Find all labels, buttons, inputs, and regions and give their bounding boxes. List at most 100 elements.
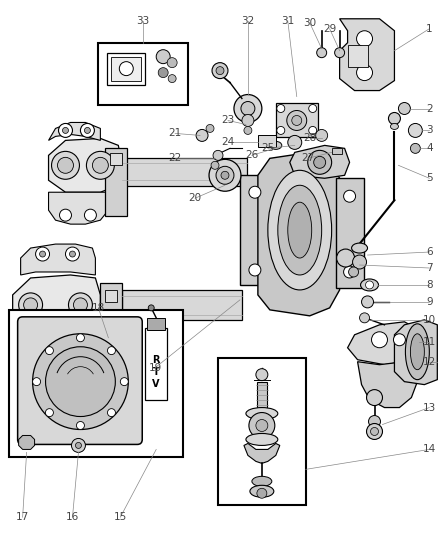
Circle shape	[168, 75, 176, 83]
Bar	[107, 53, 145, 85]
Circle shape	[286, 110, 306, 131]
Circle shape	[241, 115, 253, 126]
Circle shape	[80, 124, 94, 138]
Circle shape	[371, 332, 387, 348]
Circle shape	[398, 102, 410, 115]
Circle shape	[68, 293, 92, 317]
Circle shape	[315, 130, 327, 141]
Polygon shape	[289, 146, 349, 178]
Text: 29: 29	[322, 24, 336, 34]
Circle shape	[167, 58, 177, 68]
Bar	[111, 56, 141, 80]
Circle shape	[256, 488, 266, 498]
Text: 24: 24	[221, 138, 234, 148]
Ellipse shape	[245, 408, 277, 419]
Circle shape	[255, 419, 267, 432]
Circle shape	[392, 334, 404, 346]
Circle shape	[62, 127, 68, 133]
Text: 3: 3	[425, 125, 432, 135]
Bar	[105, 290, 117, 302]
Ellipse shape	[389, 124, 398, 130]
Text: 12: 12	[422, 357, 435, 367]
Circle shape	[248, 413, 274, 439]
FancyBboxPatch shape	[18, 317, 142, 445]
Circle shape	[352, 255, 366, 269]
Circle shape	[307, 150, 331, 174]
Text: 4: 4	[425, 143, 432, 154]
Circle shape	[212, 63, 227, 78]
Circle shape	[276, 104, 284, 112]
Text: 31: 31	[280, 16, 294, 26]
Circle shape	[34, 347, 47, 361]
Circle shape	[32, 378, 40, 385]
Ellipse shape	[251, 477, 271, 486]
Circle shape	[86, 151, 114, 179]
Bar	[100, 283, 122, 345]
Circle shape	[32, 334, 128, 430]
Text: 15: 15	[113, 512, 127, 522]
Circle shape	[24, 298, 38, 312]
Circle shape	[212, 150, 223, 160]
Ellipse shape	[249, 486, 273, 497]
Circle shape	[211, 161, 219, 169]
Text: 25: 25	[261, 143, 274, 154]
Circle shape	[240, 101, 254, 116]
Circle shape	[39, 251, 46, 257]
Text: 19: 19	[148, 362, 162, 373]
Polygon shape	[357, 362, 417, 408]
Polygon shape	[13, 275, 100, 335]
Text: 1: 1	[425, 24, 432, 34]
Circle shape	[407, 124, 421, 138]
Circle shape	[57, 157, 73, 173]
Circle shape	[107, 409, 115, 417]
Circle shape	[348, 267, 358, 277]
Text: V: V	[152, 378, 159, 389]
Circle shape	[359, 313, 369, 323]
Text: R: R	[152, 354, 159, 365]
Bar	[147, 318, 165, 330]
Circle shape	[46, 347, 115, 416]
Circle shape	[255, 369, 267, 381]
Text: 10: 10	[422, 315, 435, 325]
Circle shape	[120, 378, 128, 385]
Circle shape	[370, 427, 378, 435]
Text: 21: 21	[168, 128, 181, 139]
Text: 27: 27	[300, 154, 314, 163]
Text: 30: 30	[303, 18, 315, 28]
Text: 26: 26	[245, 150, 258, 160]
Circle shape	[343, 190, 355, 202]
Bar	[275, 102, 317, 138]
Bar	[122, 290, 241, 320]
Ellipse shape	[360, 279, 378, 291]
Polygon shape	[49, 192, 108, 224]
Polygon shape	[347, 322, 418, 365]
Circle shape	[84, 209, 96, 221]
Bar	[105, 148, 127, 216]
Circle shape	[343, 266, 355, 278]
Circle shape	[156, 50, 170, 63]
Circle shape	[71, 439, 85, 453]
Circle shape	[18, 293, 42, 317]
Bar	[240, 175, 269, 285]
Text: 32: 32	[241, 16, 254, 26]
Text: T: T	[152, 367, 159, 377]
Circle shape	[73, 298, 87, 312]
Ellipse shape	[267, 171, 331, 290]
Text: 14: 14	[422, 445, 435, 455]
Text: 13: 13	[422, 402, 435, 413]
Circle shape	[366, 424, 381, 439]
Circle shape	[233, 94, 261, 123]
Bar	[9, 310, 183, 457]
Text: 18: 18	[92, 303, 105, 313]
Polygon shape	[257, 152, 339, 316]
Circle shape	[308, 126, 316, 134]
Circle shape	[58, 124, 72, 138]
Bar	[122, 158, 246, 186]
Circle shape	[244, 126, 251, 134]
Circle shape	[367, 416, 380, 427]
Polygon shape	[21, 333, 100, 362]
Text: 20: 20	[188, 193, 201, 203]
Circle shape	[220, 171, 229, 179]
Polygon shape	[244, 443, 279, 463]
Text: 5: 5	[425, 173, 432, 183]
